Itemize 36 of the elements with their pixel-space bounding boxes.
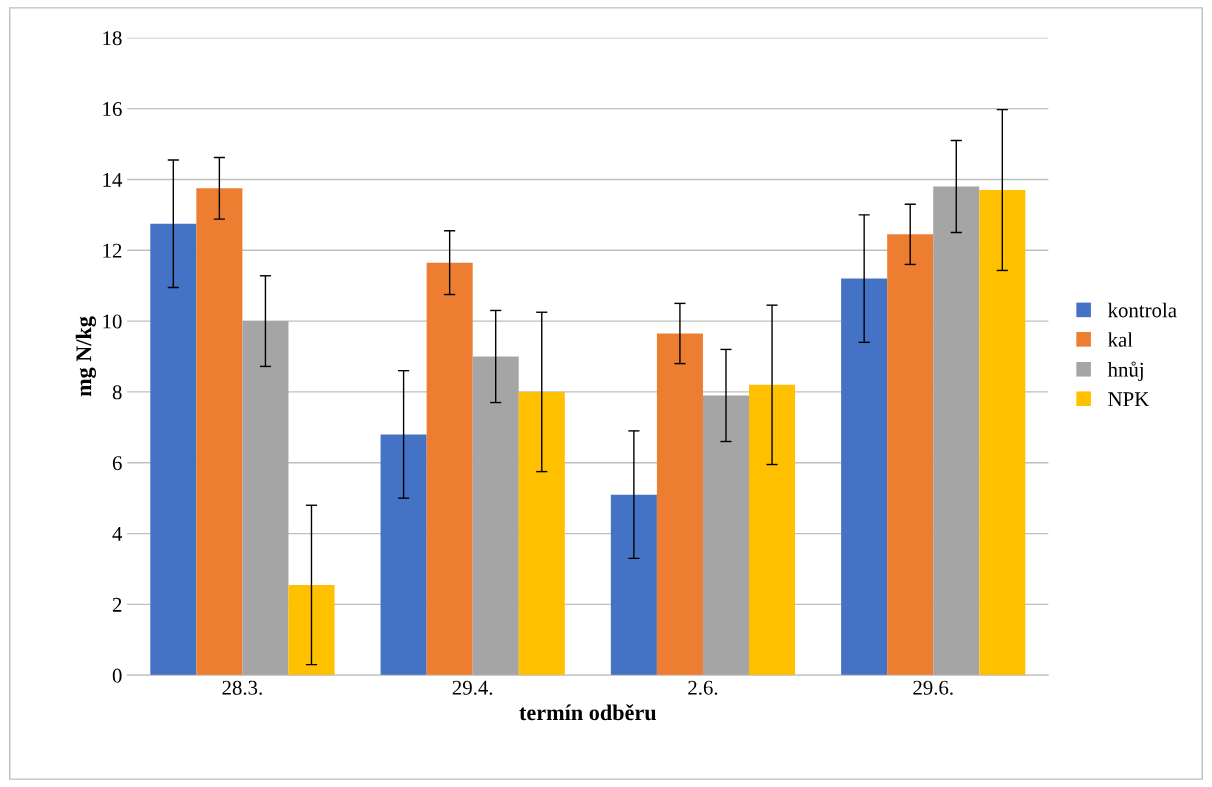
y-tick-label: 2 (112, 597, 122, 612)
bar (150, 223, 197, 676)
legend-label: NPK (1108, 392, 1150, 406)
y-tick-label: 4 (112, 527, 123, 541)
y-tick-label: 12 (103, 243, 122, 258)
x-tick-label: 29.6. (913, 680, 953, 695)
bar (380, 434, 427, 676)
x-tick-label: 28.3. (222, 680, 262, 695)
bar (518, 391, 565, 676)
bar (242, 321, 289, 676)
y-axis-title: mg N/kg (75, 316, 97, 397)
bar (610, 494, 657, 676)
y-tick-label: 6 (112, 456, 122, 471)
bar (841, 278, 888, 676)
y-tick-label: 16 (103, 102, 122, 117)
bar (887, 234, 934, 676)
bar (288, 584, 335, 676)
bar (196, 188, 243, 676)
legend-label: kal (1107, 332, 1133, 347)
y-tick-label: 14 (103, 172, 123, 187)
y-tick-label: 0 (112, 668, 122, 683)
bar (979, 190, 1026, 676)
x-axis-title: termín odběru (519, 704, 657, 721)
bar (472, 356, 519, 676)
bar (426, 262, 473, 676)
legend-label: kontrola (1107, 302, 1177, 318)
bar (933, 186, 980, 676)
legend-label: hnůj (1107, 361, 1143, 381)
bar (702, 395, 750, 676)
bar (749, 384, 796, 676)
y-tick-label: 18 (103, 31, 122, 46)
x-tick-label: 2.6. (688, 680, 718, 695)
x-tick-label: 29.4. (452, 680, 493, 695)
y-tick-label: 8 (112, 385, 122, 400)
bar (656, 333, 703, 676)
y-tick-label: 10 (103, 314, 122, 329)
